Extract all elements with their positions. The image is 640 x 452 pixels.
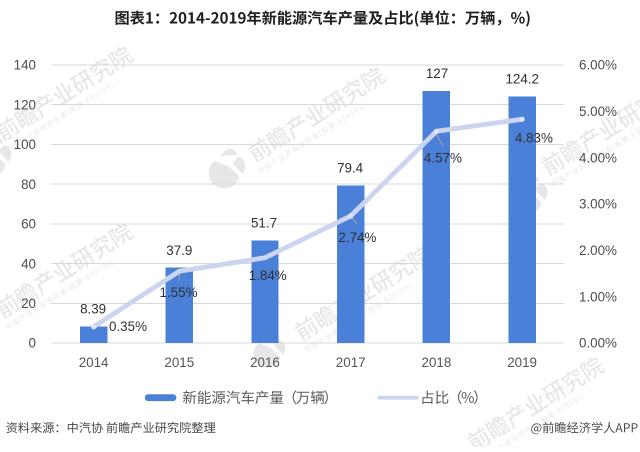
svg-text:79.4: 79.4: [337, 161, 364, 176]
svg-text:2018: 2018: [422, 355, 452, 370]
svg-text:0.00%: 0.00%: [579, 336, 617, 351]
svg-text:100: 100: [14, 137, 36, 152]
svg-text:2.00%: 2.00%: [579, 243, 617, 258]
svg-text:1.55%: 1.55%: [160, 285, 198, 300]
svg-text:120: 120: [14, 97, 36, 112]
svg-text:6.00%: 6.00%: [579, 58, 617, 73]
svg-text:20: 20: [21, 296, 36, 311]
svg-text:0: 0: [29, 336, 36, 351]
svg-text:8.39: 8.39: [80, 302, 106, 317]
svg-text:1.00%: 1.00%: [579, 289, 617, 304]
svg-text:4.00%: 4.00%: [579, 150, 617, 165]
svg-text:127: 127: [426, 66, 448, 81]
svg-text:2015: 2015: [164, 355, 194, 370]
svg-text:2016: 2016: [250, 355, 280, 370]
svg-text:140: 140: [14, 58, 36, 73]
svg-text:124.2: 124.2: [505, 72, 539, 87]
svg-text:2017: 2017: [336, 355, 366, 370]
svg-text:0.35%: 0.35%: [109, 319, 147, 334]
svg-text:40: 40: [21, 256, 36, 271]
svg-text:2014: 2014: [79, 355, 109, 370]
svg-text:4.57%: 4.57%: [424, 150, 462, 165]
svg-text:3.00%: 3.00%: [579, 197, 617, 212]
svg-text:5.00%: 5.00%: [579, 104, 617, 119]
svg-text:60: 60: [21, 217, 36, 232]
svg-text:2.74%: 2.74%: [338, 230, 376, 245]
svg-text:37.9: 37.9: [166, 243, 192, 258]
svg-text:4.83%: 4.83%: [515, 131, 553, 146]
svg-text:80: 80: [21, 177, 36, 192]
svg-text:2019: 2019: [507, 355, 537, 370]
svg-text:1.84%: 1.84%: [249, 268, 287, 283]
svg-text:51.7: 51.7: [251, 216, 277, 231]
